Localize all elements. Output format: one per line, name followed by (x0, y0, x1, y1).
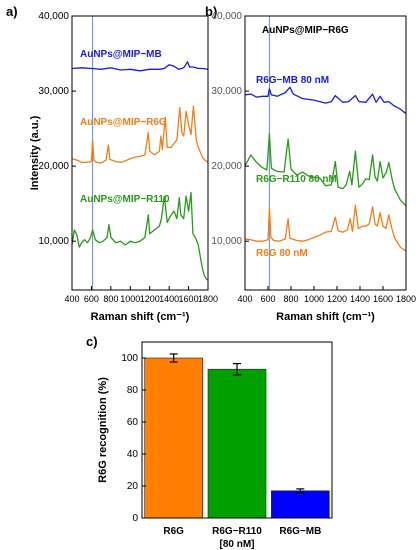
a-series-line-0 (71, 61, 209, 72)
c-y-tick-label: 0 (132, 513, 138, 524)
b-x-tick-label: 1000 (304, 294, 324, 304)
c-y-tick-label: 40 (127, 449, 139, 460)
panel-a-x-axis-label: Raman shift (cm⁻¹) (91, 311, 190, 323)
category-label: R6G−R110 (212, 526, 262, 537)
panel-a-plot-frame (71, 15, 209, 291)
panel-c-chart: R6G R6G−R110 [80 nM] R6G−MB 0 20 40 60 80 100 R6… (97, 341, 333, 550)
panel-b-plot-frame (244, 15, 407, 291)
b-x-tick-label: 400 (237, 294, 252, 304)
b-series-line-1 (244, 133, 407, 207)
a-series-line-2 (71, 191, 209, 281)
panel-b-series-label-r6g: R6G 80 nM (256, 248, 308, 259)
category-label: [80 nM] (220, 539, 255, 550)
b-x-tick-label: 1200 (327, 294, 347, 304)
panel-a-series-label-r110: AuNPs@MIP−R110 (80, 194, 170, 205)
a-x-tick-label: 1200 (140, 294, 160, 304)
b-y-tick-label: 40,000 (211, 11, 242, 22)
c-y-tick-label: 100 (121, 353, 138, 364)
panel-a-chart: 400 600 800 1000 1200 1400 1600 1800 10,000 20,00… (29, 11, 218, 323)
c-y-tick-label: 80 (127, 385, 139, 396)
a-x-tick-label: 1600 (179, 294, 199, 304)
a-y-tick-label: 30,000 (38, 86, 69, 97)
b-x-tick-label: 1600 (373, 294, 393, 304)
panel-b-title: AuNPs@MIP−R6G (262, 25, 349, 36)
c-y-tick-label: 20 (127, 481, 139, 492)
b-x-tick-label: 1400 (350, 294, 370, 304)
a-x-tick-label: 400 (64, 294, 79, 304)
bar-2 (271, 490, 330, 519)
panel-label-a: a) (6, 4, 18, 19)
a-x-tick-label: 800 (103, 294, 118, 304)
b-y-tick-label: 10,000 (211, 236, 242, 247)
a-series-line-1 (71, 105, 209, 164)
bar-0 (144, 357, 203, 519)
panel-c-y-axis-label: R6G recognition (%) (97, 377, 109, 483)
b-y-tick-label: 20,000 (211, 161, 242, 172)
panel-b-series-label-mb: R6G−MB 80 nM (256, 75, 329, 86)
a-x-tick-label: 1800 (198, 294, 218, 304)
panel-b-x-axis-label: Raman shift (cm⁻¹) (276, 311, 375, 323)
a-x-tick-label: 1000 (120, 294, 140, 304)
panel-a-series-label-mb: AuNPs@MIP−MB (80, 49, 162, 60)
a-x-tick-label: 1400 (159, 294, 179, 304)
panel-c-plot-frame (141, 341, 333, 519)
bar-1 (207, 368, 267, 519)
category-label: R6G−MB (279, 526, 321, 537)
panel-label-c: c) (86, 334, 98, 349)
a-y-tick-label: 20,000 (38, 161, 69, 172)
b-x-tick-label: 600 (260, 294, 275, 304)
a-x-tick-label: 600 (84, 294, 99, 304)
b-x-tick-label: 800 (283, 294, 298, 304)
b-series-line-2 (244, 204, 407, 252)
c-y-tick-label: 60 (127, 417, 139, 428)
b-x-tick-label: 1800 (396, 294, 416, 304)
panel-a-y-axis-label: Intensity (a.u.) (29, 115, 41, 190)
a-y-tick-label: 40,000 (38, 11, 69, 22)
panel-b-chart: 400 600 800 1000 1200 1400 1600 1800 10,000 20,00… (211, 11, 416, 323)
panel-b-series-label-r110: R6G−R110 80 nM (256, 174, 337, 185)
panel-label-b: b) (205, 4, 217, 19)
b-y-tick-label: 30,000 (211, 86, 242, 97)
panel-a-series-label-r6g: AuNPs@MIP−R6G (80, 117, 167, 128)
b-series-line-0 (244, 86, 407, 115)
a-y-tick-label: 10,000 (38, 236, 69, 247)
category-label: R6G (163, 526, 184, 537)
